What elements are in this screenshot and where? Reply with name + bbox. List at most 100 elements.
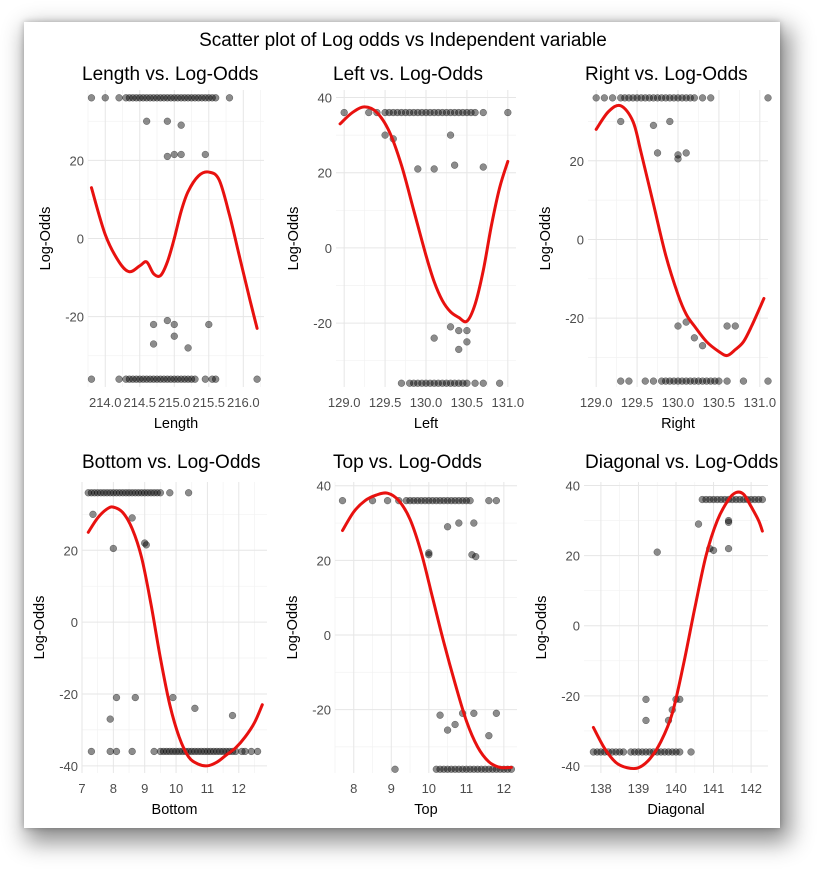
x-tick-label: 11: [460, 781, 474, 796]
scatter-point: [638, 748, 646, 756]
scatter-point: [253, 375, 261, 383]
figure-title: Scatter plot of Log odds vs Independent …: [199, 30, 607, 51]
scatter-point: [405, 108, 414, 117]
scatter-point: [462, 765, 470, 773]
scatter-point: [426, 108, 434, 117]
scatter-point: [106, 747, 114, 756]
scatter-point: [617, 377, 625, 385]
scatter-point: [698, 94, 707, 102]
scatter-point: [649, 377, 658, 385]
scatter-point: [149, 320, 158, 329]
x-tick-label: 12: [232, 781, 246, 796]
scatter-point: [156, 747, 165, 756]
scatter-point: [670, 94, 678, 102]
scatter-point: [401, 108, 410, 117]
scatter-point: [470, 709, 478, 717]
scatter-point: [169, 693, 177, 702]
panel-title: Diagonal vs. Log-Odds: [585, 452, 778, 473]
scatter-point: [219, 747, 227, 756]
scatter-point: [758, 495, 767, 504]
scatter-point: [463, 326, 471, 335]
scatter-point: [666, 117, 674, 126]
scatter-point: [467, 108, 475, 117]
scatter-point: [410, 379, 418, 387]
scatter-point: [633, 94, 641, 102]
scatter-point: [397, 108, 406, 117]
scatter-point: [649, 94, 658, 102]
scatter-point: [662, 94, 670, 102]
y-tick-label: 20: [318, 166, 332, 181]
scatter-point: [678, 94, 686, 102]
scatter-point: [617, 94, 625, 102]
scatter-point: [592, 94, 600, 102]
scatter-point: [446, 131, 455, 139]
y-tick-label: 0: [71, 615, 78, 630]
scatter-point: [455, 497, 463, 505]
panel-title: Top vs. Log-Odds: [333, 452, 482, 473]
scatter-point: [481, 765, 489, 773]
scatter-point: [619, 748, 628, 756]
scatter-point: [645, 94, 654, 102]
scatter-point: [678, 377, 686, 385]
scatter-point: [458, 497, 467, 505]
scatter-point: [417, 497, 425, 505]
scatter-point: [668, 748, 676, 756]
x-tick-label: 216.0: [227, 395, 260, 410]
scatter-point: [144, 489, 152, 497]
scatter-point: [674, 377, 682, 385]
scatter-point: [166, 747, 174, 756]
scatter-point: [225, 94, 234, 102]
scatter-point: [253, 747, 262, 756]
scatter-point: [657, 748, 665, 756]
scatter-point: [414, 379, 422, 387]
scatter-point: [194, 747, 202, 756]
x-tick-label: 139: [628, 781, 650, 796]
scatter-point: [450, 161, 459, 169]
panel-1: 214.0 214.5 215.0 215.5 216.0 -20 0 20 Length vs…: [38, 64, 264, 432]
scatter-point: [698, 342, 707, 350]
scatter-point: [238, 747, 246, 756]
scatter-point: [430, 379, 438, 387]
scatter-point: [485, 732, 493, 740]
scatter-point: [402, 497, 410, 505]
panel-title: Left vs. Log-Odds: [333, 64, 483, 85]
scatter-point: [340, 108, 348, 117]
scatter-point: [440, 765, 448, 773]
y-axis-label: Log-Odds: [32, 596, 48, 660]
scatter-point: [736, 495, 744, 504]
scatter-point: [100, 489, 108, 497]
scatter-point: [406, 497, 414, 505]
scatter-point: [641, 94, 649, 102]
scatter-point: [422, 379, 430, 387]
x-tick-label: 129.5: [621, 395, 654, 410]
y-axis-label: Log-Odds: [286, 207, 302, 271]
scatter-point: [128, 514, 136, 522]
scatter-point: [418, 108, 426, 117]
scatter-point: [434, 379, 442, 387]
scatter-point: [442, 379, 451, 387]
y-tick-label: 0: [573, 619, 580, 634]
scatter-point: [661, 748, 669, 756]
scatter-point: [418, 379, 426, 387]
scatter-point: [447, 497, 455, 505]
scatter-point: [188, 747, 196, 756]
panel-3: 129.0 129.5 130.0 130.5 131.0 -20 0 20 Right vs.…: [538, 64, 776, 432]
scatter-point: [670, 377, 678, 385]
scatter-point: [450, 108, 459, 117]
scatter-point: [436, 711, 444, 719]
scatter-point: [471, 108, 479, 117]
x-tick-label: 8: [110, 781, 117, 796]
x-tick-label: 215.0: [158, 395, 191, 410]
y-tick-label: -20: [565, 311, 584, 326]
scatter-point: [600, 94, 609, 102]
scatter-point: [672, 748, 680, 756]
scatter-point: [477, 765, 486, 773]
scatter-point: [228, 711, 237, 720]
smooth-curve: [594, 103, 766, 358]
scatter-point: [455, 379, 463, 387]
scatter-point: [682, 149, 690, 157]
scatter-point: [184, 344, 192, 352]
y-tick-label: -20: [312, 703, 331, 718]
scatter-point: [150, 489, 158, 497]
scatter-point: [653, 149, 662, 157]
